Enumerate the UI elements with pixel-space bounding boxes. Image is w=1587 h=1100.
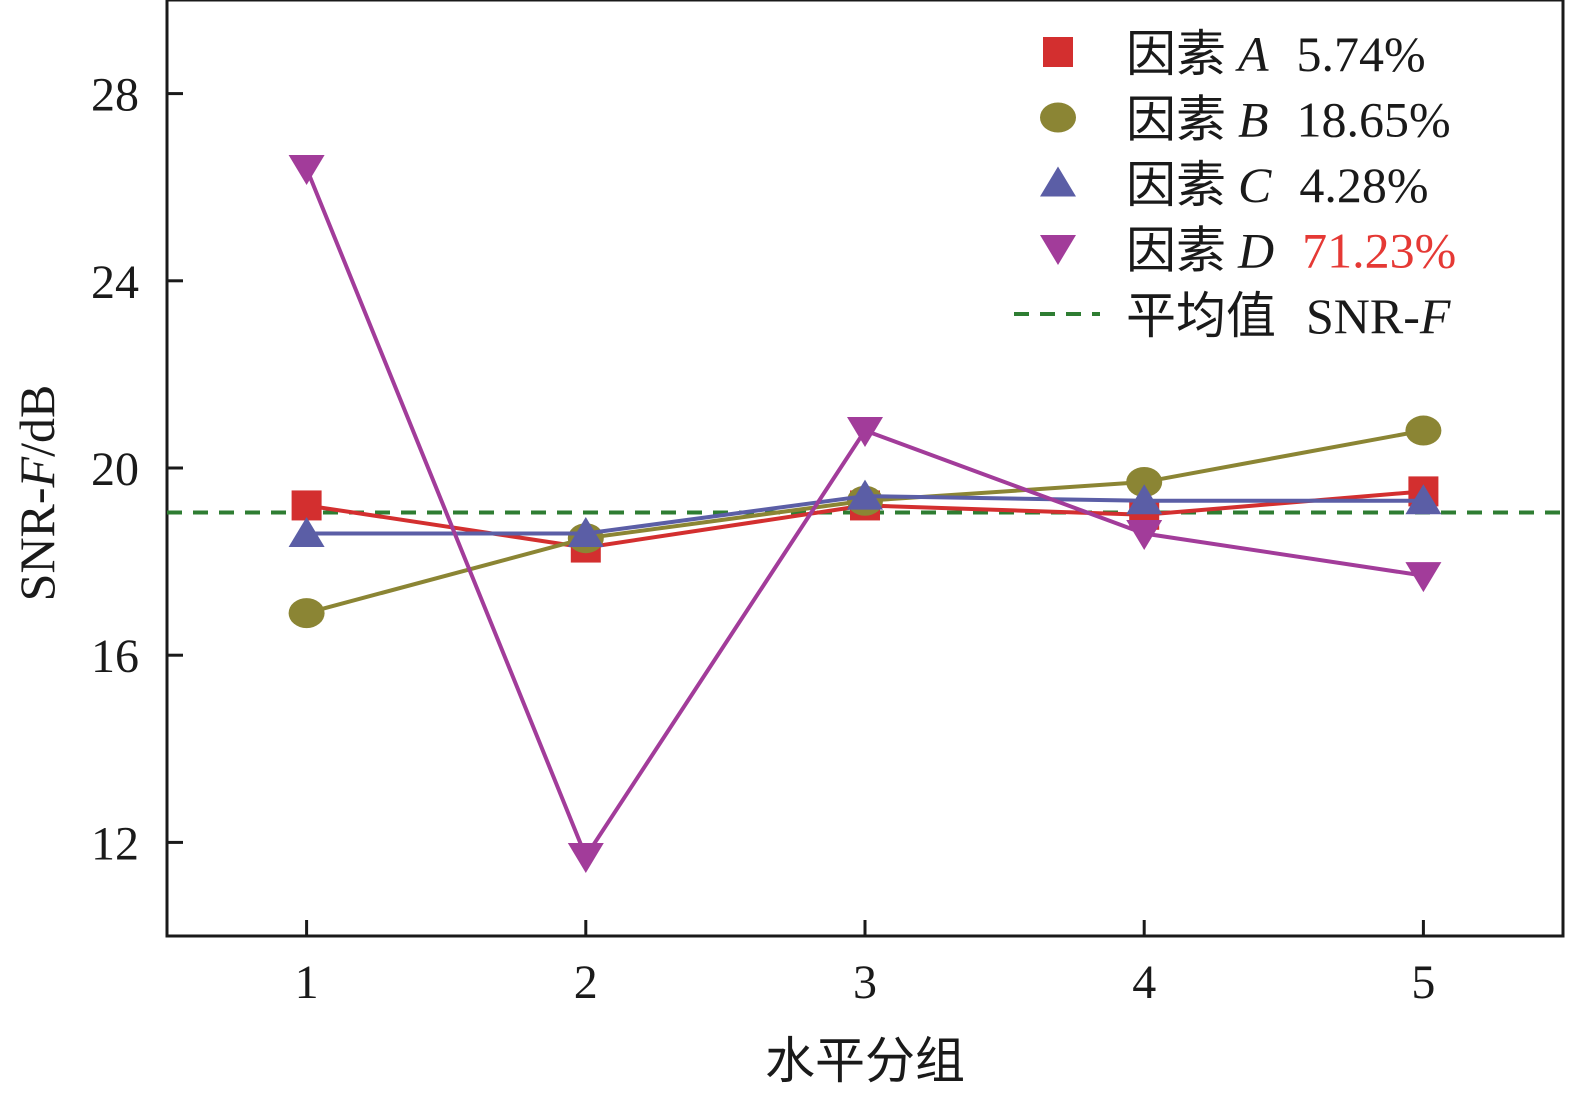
y-axis-title-italic: F [9,456,65,488]
x-tick-label-3: 3 [853,956,877,1009]
legend-item-C: 因素 C 4.28% [1040,157,1429,213]
series-D-point-3 [847,417,883,448]
x-tick-label-1: 1 [295,956,319,1009]
series-D-point-1 [288,154,325,185]
legend-label-average: 平均值 SNR-F [1126,288,1451,344]
y-tick-label-24: 24 [91,256,139,309]
series-B-point-4 [1126,467,1163,498]
series-D-point-4 [1126,520,1163,551]
series-C-point-4 [1126,484,1163,515]
legend-label-A: 因素 A 5.74% [1126,26,1426,82]
y-axis-title-suffix: /dB [9,385,65,457]
legend-label-C: 因素 C 4.28% [1126,157,1429,213]
y-tick-label-16: 16 [91,630,139,683]
legend-marker-D [1040,235,1076,265]
series-C-point-3 [847,479,883,510]
series-B-point-5 [1405,415,1442,446]
legend-item-average: 平均值 SNR-F [1014,288,1451,344]
series-A-point-1 [291,490,322,521]
x-tick-label-4: 4 [1132,956,1156,1009]
y-tick-label-12: 12 [91,817,139,870]
y-axis-title-prefix: SNR- [9,487,65,601]
legend-item-D: 因素 D 71.23% [1040,223,1456,279]
series-C [288,479,1442,548]
series-layer [288,154,1442,873]
series-D-point-5 [1405,562,1442,593]
legend: 因素 A 5.74% 因素 B 18.65% 因素 C 4.28% 因素 D 71.23% 平均值 SNR… [1014,26,1456,344]
legend-item-B: 因素 B 18.65% [1040,92,1451,148]
x-tick-label-5: 5 [1411,956,1435,1009]
y-tick-label-20: 20 [91,443,139,496]
legend-marker-B [1040,102,1076,133]
x-tick-label-2: 2 [574,956,598,1009]
series-B [288,415,1442,629]
legend-label-B: 因素 B 18.65% [1126,92,1451,148]
x-axis-title: 水平分组 [765,1033,965,1089]
y-tick-label-28: 28 [91,69,139,122]
series-C-point-2 [567,517,604,548]
series-D-point-2 [567,842,604,873]
y-axis-title: SNR-F/dB [9,385,65,602]
legend-item-A: 因素 A 5.74% [1043,26,1426,82]
series-D [288,154,1442,873]
legend-marker-A [1043,37,1073,67]
legend-marker-C [1040,166,1076,197]
series-C-point-1 [288,517,325,548]
series-C-point-5 [1405,484,1442,515]
legend-label-D: 因素 D 71.23% [1126,223,1456,279]
series-B-point-1 [288,598,325,629]
